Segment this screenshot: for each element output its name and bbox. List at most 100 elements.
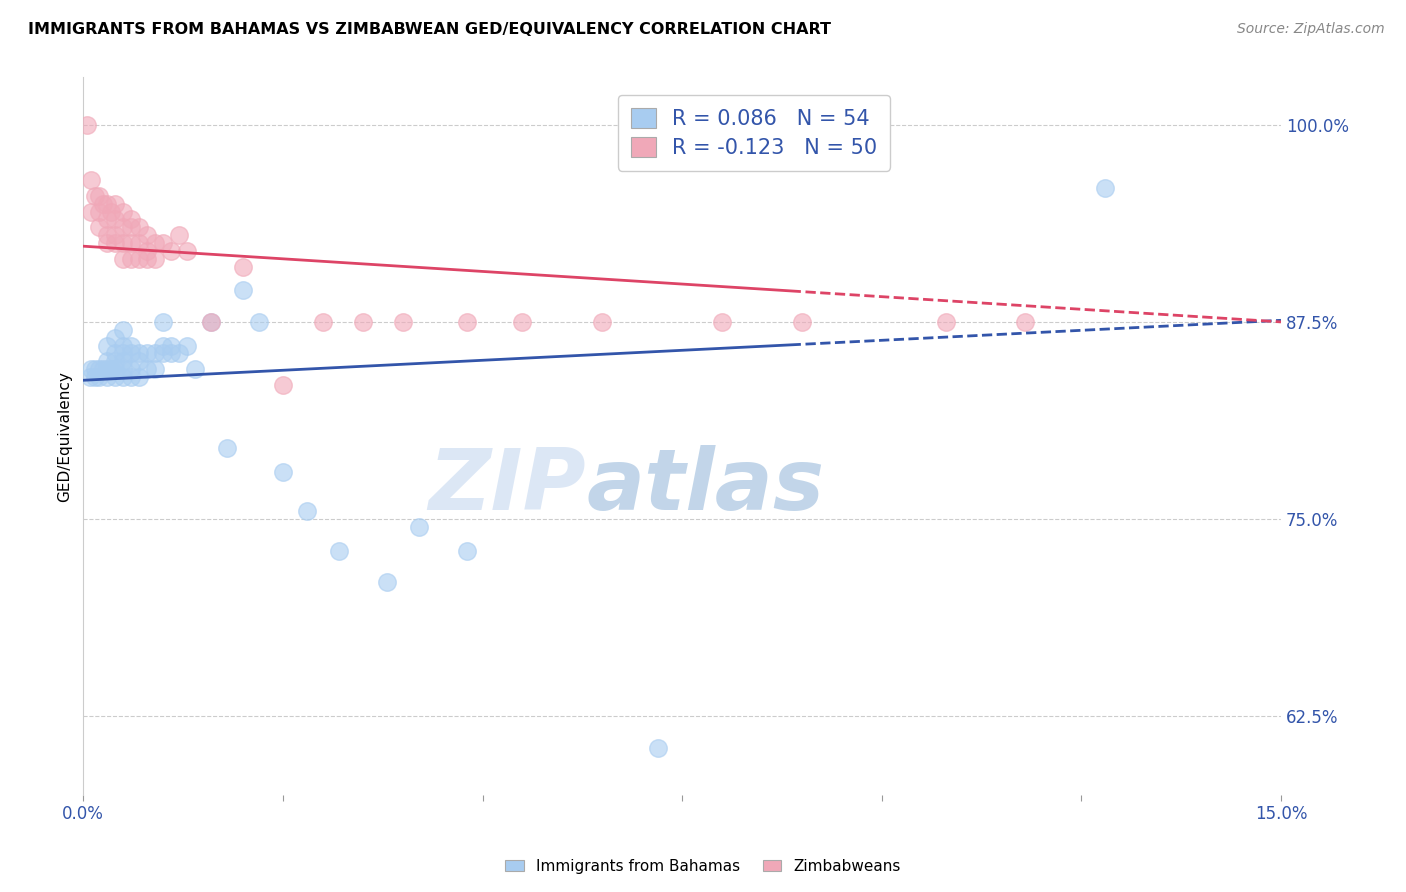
Point [143,252,166,266]
Point [136,346,159,360]
Point [1094,181,1116,195]
Point [200,315,222,329]
Point [89,370,111,384]
Point [89,204,111,219]
Point [456,543,478,558]
Legend: Immigrants from Bahamas, Zimbabweans: Immigrants from Bahamas, Zimbabweans [499,853,907,880]
Point [167,228,190,243]
Point [591,315,613,329]
Point [112,338,135,352]
Point [312,315,335,329]
Point [96,354,118,368]
Y-axis label: GED/Equivalency: GED/Equivalency [58,371,72,501]
Point [352,315,374,329]
Point [790,315,813,329]
Point [512,315,534,329]
Point [152,346,174,360]
Point [80,362,103,376]
Point [104,331,127,345]
Point [143,235,166,250]
Point [80,173,103,187]
Point [120,346,142,360]
Point [375,575,398,590]
Point [104,370,127,384]
Point [96,212,118,227]
Point [104,235,127,250]
Point [120,235,142,250]
Point [391,315,413,329]
Point [160,244,183,258]
Point [136,252,159,266]
Point [120,362,142,376]
Point [120,252,142,266]
Point [112,204,135,219]
Point [128,235,150,250]
Point [104,346,127,360]
Point [104,196,127,211]
Point [91,196,114,211]
Point [128,370,150,384]
Point [100,362,122,376]
Text: IMMIGRANTS FROM BAHAMAS VS ZIMBABWEAN GED/EQUIVALENCY CORRELATION CHART: IMMIGRANTS FROM BAHAMAS VS ZIMBABWEAN GE… [28,22,831,37]
Point [120,370,142,384]
Point [232,284,254,298]
Point [112,252,135,266]
Point [120,212,142,227]
Point [89,220,111,235]
Point [232,260,254,274]
Point [104,354,127,368]
Point [136,244,159,258]
Point [89,362,111,376]
Point [76,118,98,132]
Point [96,370,118,384]
Point [247,315,270,329]
Point [408,520,430,534]
Point [152,235,174,250]
Point [112,235,135,250]
Point [167,346,190,360]
Point [112,346,135,360]
Point [112,220,135,235]
Point [120,220,142,235]
Point [152,315,174,329]
Point [89,188,111,202]
Point [91,362,114,376]
Point [176,244,198,258]
Point [84,188,107,202]
Point [128,220,150,235]
Point [80,204,103,219]
Point [128,252,150,266]
Point [295,504,318,518]
Point [84,370,107,384]
Point [215,441,238,455]
Point [96,235,118,250]
Point [104,362,127,376]
Point [79,370,101,384]
Point [200,315,222,329]
Point [96,196,118,211]
Point [96,362,118,376]
Point [104,228,127,243]
Point [152,338,174,352]
Point [136,362,159,376]
Text: ZIP: ZIP [429,445,586,528]
Point [104,212,127,227]
Point [120,338,142,352]
Point [96,338,118,352]
Point [128,354,150,368]
Point [647,740,669,755]
Text: Source: ZipAtlas.com: Source: ZipAtlas.com [1237,22,1385,37]
Point [271,378,294,392]
Point [160,346,183,360]
Point [100,204,122,219]
Point [128,346,150,360]
Point [96,228,118,243]
Point [112,323,135,337]
Point [456,315,478,329]
Point [143,362,166,376]
Point [160,338,183,352]
Point [935,315,957,329]
Point [711,315,734,329]
Point [1014,315,1036,329]
Point [136,228,159,243]
